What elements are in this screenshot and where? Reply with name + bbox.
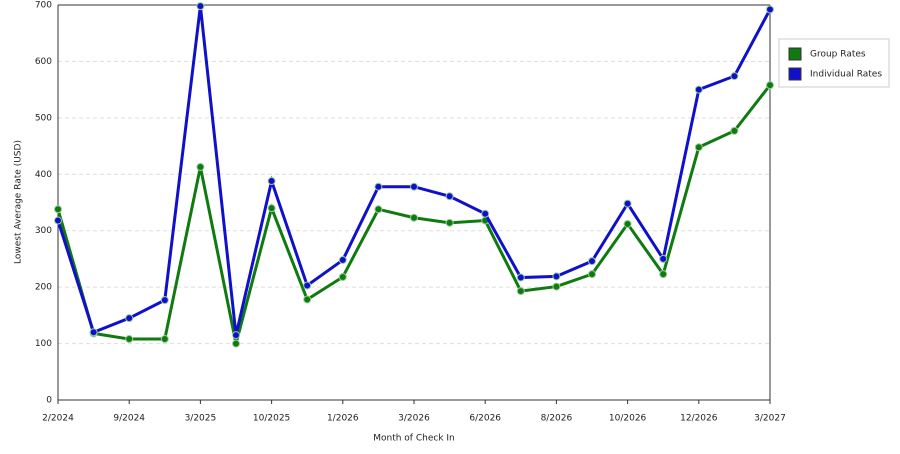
point xyxy=(303,281,312,290)
legend-label: Group Rates xyxy=(810,50,866,60)
y-tick-label: 200 xyxy=(35,283,52,293)
legend-swatch xyxy=(788,67,802,81)
y-tick-label: 700 xyxy=(35,1,52,11)
point xyxy=(125,314,134,323)
point xyxy=(303,295,312,304)
point xyxy=(623,199,632,208)
point xyxy=(659,254,668,263)
y-tick-label: 600 xyxy=(35,57,52,67)
point xyxy=(730,126,739,135)
y-axis-label: Lowest Average Rate (USD) xyxy=(14,140,24,264)
point xyxy=(338,272,347,281)
point xyxy=(160,335,169,344)
point xyxy=(766,5,774,14)
point xyxy=(516,287,525,296)
point xyxy=(694,85,703,94)
point xyxy=(89,328,98,337)
x-tick-label: 8/2026 xyxy=(541,414,573,424)
point xyxy=(54,205,62,214)
point xyxy=(232,331,240,340)
x-tick-label: 1/2026 xyxy=(327,414,359,424)
x-tick-label: 9/2024 xyxy=(113,414,145,424)
x-tick-label: 3/2027 xyxy=(754,414,786,424)
x-axis-label: Month of Check In xyxy=(373,434,455,444)
x-tick-label: 3/2025 xyxy=(185,414,217,424)
series-line xyxy=(56,5,772,336)
point xyxy=(196,2,205,11)
point xyxy=(338,256,347,265)
point xyxy=(196,162,205,171)
point xyxy=(267,204,276,213)
point xyxy=(516,273,525,282)
point xyxy=(267,177,276,186)
point xyxy=(374,182,383,191)
y-tick-label: 400 xyxy=(35,170,52,180)
point xyxy=(410,213,418,222)
point xyxy=(766,81,774,90)
point xyxy=(160,296,169,305)
x-tick-label: 12/2026 xyxy=(680,414,718,424)
point xyxy=(232,339,240,348)
point xyxy=(54,216,62,225)
point xyxy=(730,72,739,81)
y-tick-label: 0 xyxy=(46,396,52,406)
point xyxy=(552,272,561,281)
point xyxy=(623,219,632,228)
point xyxy=(481,209,490,218)
y-tick-label: 100 xyxy=(35,339,52,349)
point xyxy=(445,192,454,201)
point xyxy=(410,182,418,191)
x-tick-label: 10/2025 xyxy=(253,414,290,424)
point xyxy=(659,270,668,279)
x-tick-label: 3/2026 xyxy=(398,414,430,424)
point xyxy=(445,218,454,227)
y-tick-label: 500 xyxy=(35,113,52,123)
x-tick-label: 2/2024 xyxy=(42,414,74,424)
point xyxy=(588,270,596,279)
legend-label: Individual Rates xyxy=(810,70,882,80)
point xyxy=(552,282,561,291)
point xyxy=(374,205,383,214)
y-tick-label: 300 xyxy=(35,226,52,236)
legend-swatch xyxy=(788,47,802,61)
x-tick-label: 10/2026 xyxy=(609,414,647,424)
point xyxy=(588,257,596,266)
x-tick-label: 6/2026 xyxy=(469,414,501,424)
point xyxy=(125,335,134,344)
point xyxy=(694,143,703,152)
